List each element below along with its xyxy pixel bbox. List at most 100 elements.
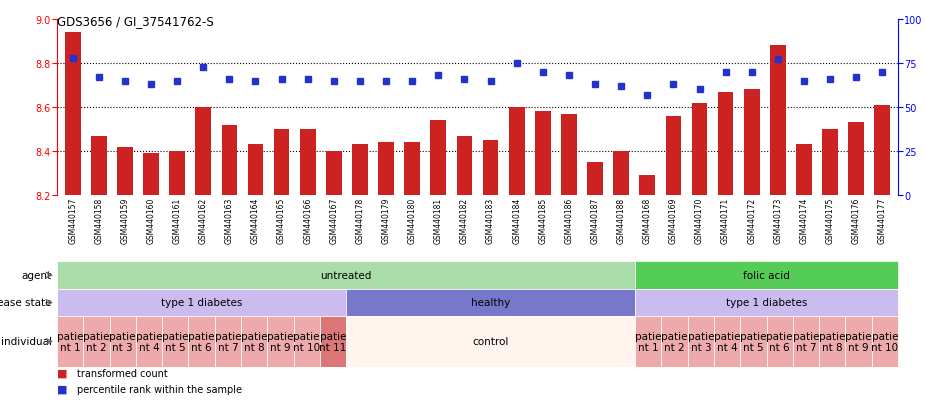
Text: GSM440167: GSM440167 bbox=[329, 197, 339, 244]
Text: GSM440160: GSM440160 bbox=[146, 197, 155, 244]
Text: ■: ■ bbox=[57, 384, 68, 394]
Text: GSM440178: GSM440178 bbox=[355, 197, 364, 244]
Text: GSM440176: GSM440176 bbox=[852, 197, 860, 244]
Text: GSM440180: GSM440180 bbox=[408, 197, 416, 244]
Bar bbox=[613, 152, 629, 195]
Bar bbox=[848, 123, 864, 195]
Bar bbox=[688, 316, 714, 367]
Bar bbox=[535, 112, 550, 195]
Bar bbox=[793, 316, 820, 367]
Bar bbox=[241, 316, 267, 367]
Text: patie
nt 1: patie nt 1 bbox=[635, 331, 661, 352]
Text: GSM440179: GSM440179 bbox=[382, 197, 390, 244]
Text: patie
nt 10: patie nt 10 bbox=[293, 331, 320, 352]
Bar bbox=[267, 316, 293, 367]
Text: patie
nt 5: patie nt 5 bbox=[162, 331, 189, 352]
Bar bbox=[796, 145, 812, 195]
Bar bbox=[189, 316, 215, 367]
Bar bbox=[326, 152, 341, 195]
Text: ■: ■ bbox=[57, 368, 68, 378]
Text: GSM440181: GSM440181 bbox=[434, 197, 443, 244]
Bar bbox=[83, 316, 109, 367]
Text: control: control bbox=[473, 337, 509, 347]
Text: patie
nt 1: patie nt 1 bbox=[57, 331, 83, 352]
Text: percentile rank within the sample: percentile rank within the sample bbox=[78, 384, 242, 394]
Bar bbox=[195, 108, 211, 195]
Text: healthy: healthy bbox=[471, 298, 511, 308]
Bar bbox=[215, 316, 241, 367]
Bar bbox=[404, 143, 420, 195]
Bar bbox=[483, 141, 499, 195]
Text: GSM440173: GSM440173 bbox=[773, 197, 783, 244]
Bar bbox=[692, 103, 708, 195]
Text: GSM440164: GSM440164 bbox=[251, 197, 260, 244]
Text: patie
nt 4: patie nt 4 bbox=[714, 331, 740, 352]
Bar bbox=[346, 316, 635, 367]
Text: GSM440171: GSM440171 bbox=[722, 197, 730, 244]
Text: GSM440184: GSM440184 bbox=[512, 197, 521, 244]
Bar bbox=[635, 261, 898, 289]
Text: GSM440168: GSM440168 bbox=[643, 197, 652, 244]
Bar bbox=[109, 316, 136, 367]
Bar bbox=[666, 116, 681, 195]
Bar bbox=[57, 261, 635, 289]
Bar bbox=[457, 136, 473, 195]
Bar bbox=[143, 154, 159, 195]
Text: patie
nt 10: patie nt 10 bbox=[871, 331, 898, 352]
Text: type 1 diabetes: type 1 diabetes bbox=[161, 298, 242, 308]
Text: GSM440177: GSM440177 bbox=[878, 197, 887, 244]
Bar bbox=[117, 147, 133, 195]
Text: GSM440165: GSM440165 bbox=[278, 197, 286, 244]
Text: patie
nt 2: patie nt 2 bbox=[661, 331, 688, 352]
Text: individual: individual bbox=[1, 337, 52, 347]
Text: GSM440161: GSM440161 bbox=[173, 197, 181, 244]
Bar bbox=[57, 316, 83, 367]
Text: transformed count: transformed count bbox=[78, 368, 168, 378]
Bar bbox=[162, 316, 189, 367]
Text: patie
nt 8: patie nt 8 bbox=[240, 331, 267, 352]
Bar bbox=[874, 106, 890, 195]
Text: GSM440175: GSM440175 bbox=[826, 197, 834, 244]
Bar bbox=[820, 316, 845, 367]
Bar bbox=[65, 33, 80, 195]
Text: GSM440170: GSM440170 bbox=[695, 197, 704, 244]
Bar bbox=[300, 130, 315, 195]
Bar bbox=[871, 316, 898, 367]
Bar bbox=[169, 152, 185, 195]
Bar bbox=[822, 130, 838, 195]
Bar bbox=[744, 90, 759, 195]
Text: patie
nt 2: patie nt 2 bbox=[83, 331, 110, 352]
Bar bbox=[91, 136, 106, 195]
Bar bbox=[639, 176, 655, 195]
Text: GSM440188: GSM440188 bbox=[617, 197, 625, 244]
Text: GSM440169: GSM440169 bbox=[669, 197, 678, 244]
Bar bbox=[352, 145, 368, 195]
Text: patie
nt 6: patie nt 6 bbox=[189, 331, 215, 352]
Bar bbox=[635, 316, 661, 367]
Text: patie
nt 9: patie nt 9 bbox=[267, 331, 293, 352]
Bar bbox=[714, 316, 740, 367]
Text: patie
nt 5: patie nt 5 bbox=[740, 331, 767, 352]
Text: GSM440186: GSM440186 bbox=[564, 197, 574, 244]
Bar bbox=[222, 125, 237, 195]
Bar bbox=[346, 289, 635, 316]
Bar bbox=[845, 316, 871, 367]
Bar bbox=[740, 316, 767, 367]
Text: patie
nt 7: patie nt 7 bbox=[215, 331, 241, 352]
Text: patie
nt 7: patie nt 7 bbox=[793, 331, 820, 352]
Bar bbox=[320, 316, 346, 367]
Text: GSM440185: GSM440185 bbox=[538, 197, 548, 244]
Text: GSM440162: GSM440162 bbox=[199, 197, 208, 244]
Text: patie
nt 8: patie nt 8 bbox=[819, 331, 845, 352]
Text: GSM440183: GSM440183 bbox=[486, 197, 495, 244]
Text: GDS3656 / GI_37541762-S: GDS3656 / GI_37541762-S bbox=[57, 15, 214, 28]
Bar bbox=[293, 316, 320, 367]
Text: patie
nt 11: patie nt 11 bbox=[319, 331, 347, 352]
Bar bbox=[509, 108, 524, 195]
Text: GSM440159: GSM440159 bbox=[120, 197, 130, 244]
Bar bbox=[561, 114, 577, 195]
Text: GSM440182: GSM440182 bbox=[460, 197, 469, 244]
Text: type 1 diabetes: type 1 diabetes bbox=[726, 298, 808, 308]
Text: GSM440158: GSM440158 bbox=[94, 197, 104, 244]
Bar bbox=[430, 121, 446, 195]
